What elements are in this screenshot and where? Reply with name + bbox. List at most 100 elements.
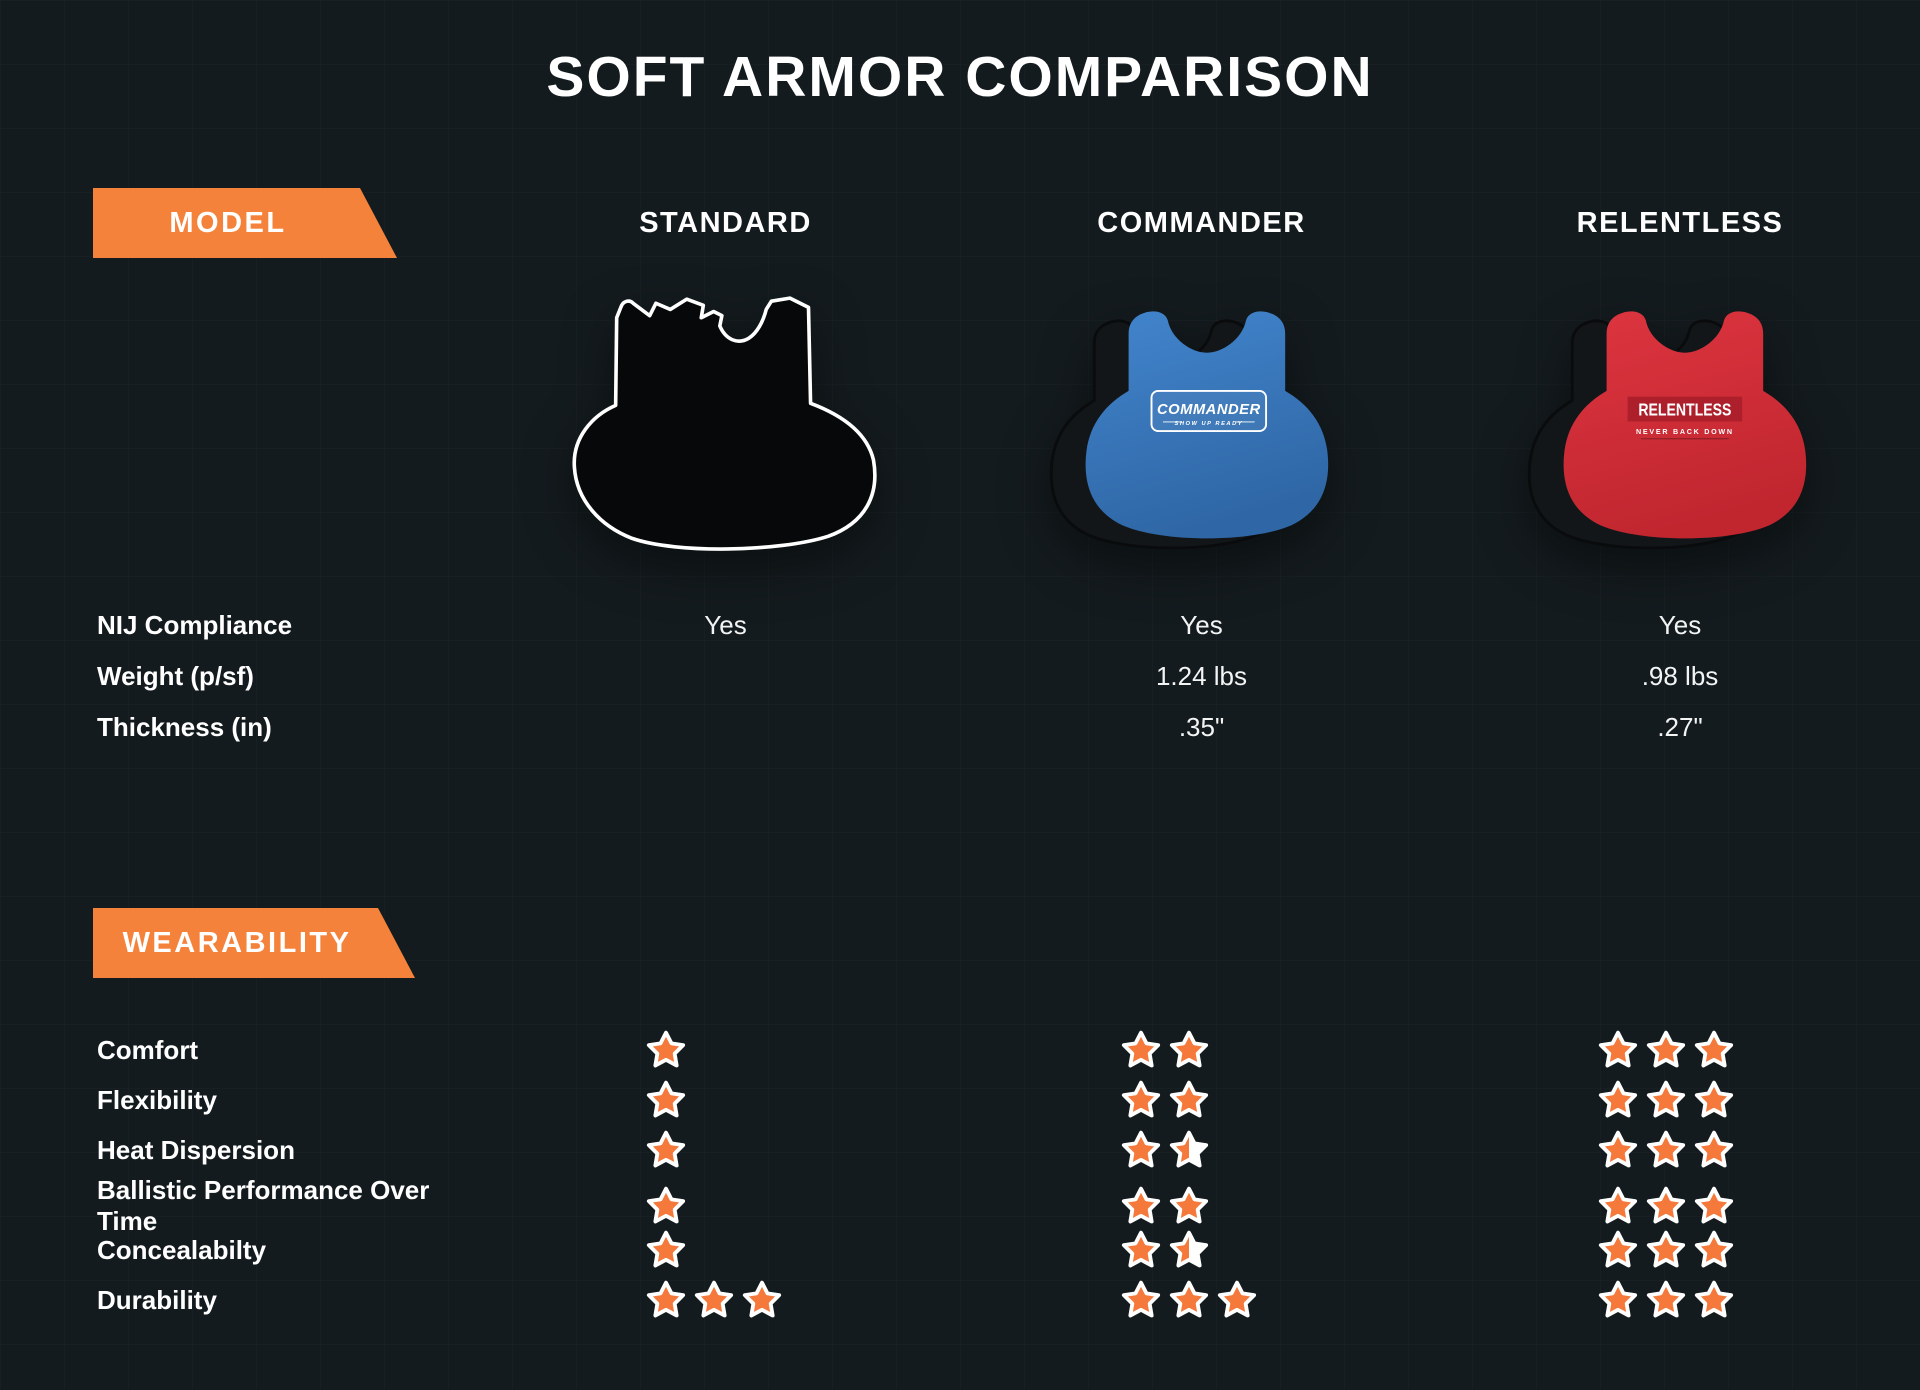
star-icon	[1121, 1030, 1161, 1068]
wear-label-flexibility: Flexibility	[97, 1084, 217, 1115]
star-rating-ballistic-relentless	[1440, 1181, 1920, 1231]
star-rating-heat-relentless	[1440, 1125, 1920, 1175]
commander-tagline-text: SHOW UP READY	[1174, 421, 1243, 427]
star-icon	[1694, 1030, 1734, 1068]
wear-label-ballistic: Ballistic Performance Over Time	[97, 1175, 430, 1236]
star-icon	[646, 1030, 686, 1068]
vest-commander-image: COMMANDER SHOW UP READY	[963, 258, 1440, 558]
vest-relentless-image: RELENTLESS NEVER BACK DOWN	[1440, 258, 1920, 558]
star-icon	[1646, 1080, 1686, 1118]
relentless-logo-plate: RELENTLESS NEVER BACK DOWN	[1627, 396, 1743, 440]
star-rating-flexibility-commander	[963, 1075, 1440, 1125]
star-icon	[1598, 1030, 1638, 1068]
model-badge-label: MODEL	[169, 206, 287, 239]
commander-logo-text: COMMANDER	[1156, 402, 1260, 418]
star-rating-conceal-standard	[488, 1225, 963, 1275]
wear-row-heat-dispersion: Heat Dispersion	[0, 1125, 1920, 1175]
star-icon	[1598, 1130, 1638, 1168]
wear-label-heat-dispersion: Heat Dispersion	[97, 1134, 295, 1165]
star-rating-heat-standard	[488, 1125, 963, 1175]
star-icon	[1646, 1130, 1686, 1168]
wear-label-concealability: Concealabilty	[97, 1234, 267, 1265]
spec-nij-commander: Yes	[1180, 610, 1223, 640]
spec-weight-commander: 1.24 lbs	[1155, 661, 1248, 691]
wear-row-comfort: Comfort	[0, 1025, 1920, 1075]
star-icon	[646, 1230, 686, 1268]
star-icon	[1121, 1080, 1161, 1118]
spec-weight-relentless: .98 lbs	[1641, 661, 1719, 691]
model-header-row: MODEL STANDARD COMMANDER RELENTLESS	[0, 188, 1920, 258]
wearability-table: Comfort Flexibility Heat Dispersion Ball…	[0, 1025, 1920, 1325]
star-icon	[1694, 1080, 1734, 1118]
star-rating-durability-relentless	[1440, 1275, 1920, 1325]
wear-label-comfort: Comfort	[97, 1034, 199, 1065]
star-rating-ballistic-standard	[488, 1181, 963, 1231]
star-icon	[694, 1280, 734, 1318]
star-rating-comfort-commander	[963, 1025, 1440, 1075]
spec-thickness-commander: .35"	[1178, 712, 1225, 742]
star-icon	[1169, 1230, 1209, 1268]
spec-row-weight: Weight (p/sf) 1.24 lbs .98 lbs	[0, 651, 1920, 702]
star-icon	[1169, 1186, 1209, 1224]
star-icon	[1217, 1280, 1257, 1318]
star-icon	[1169, 1130, 1209, 1168]
star-icon	[1694, 1186, 1734, 1224]
model-badge-cell: MODEL	[0, 188, 488, 258]
spec-row-nij: NIJ Compliance Yes Yes Yes	[0, 600, 1920, 651]
star-icon	[1121, 1186, 1161, 1224]
wear-row-durability: Durability	[0, 1275, 1920, 1325]
relentless-tagline-text: NEVER BACK DOWN	[1636, 428, 1734, 436]
star-icon	[1694, 1230, 1734, 1268]
star-icon	[646, 1186, 686, 1224]
star-icon	[742, 1280, 782, 1318]
star-rating-conceal-commander	[963, 1225, 1440, 1275]
star-rating-durability-commander	[963, 1275, 1440, 1325]
spec-label-thickness: Thickness (in)	[97, 712, 272, 742]
column-header-relentless: RELENTLESS	[1576, 206, 1784, 239]
column-header-commander: COMMANDER	[1097, 206, 1306, 239]
star-rating-flexibility-relentless	[1440, 1075, 1920, 1125]
wear-label-durability: Durability	[97, 1284, 217, 1315]
star-icon	[646, 1280, 686, 1318]
spec-label-nij: NIJ Compliance	[97, 610, 293, 640]
relentless-logo-text: RELENTLESS	[1638, 402, 1731, 421]
star-icon	[1646, 1280, 1686, 1318]
commander-vest-graphic: COMMANDER SHOW UP READY	[1049, 311, 1328, 550]
column-header-standard: STANDARD	[639, 206, 812, 239]
star-icon	[646, 1080, 686, 1118]
wear-row-ballistic: Ballistic Performance Over Time	[0, 1175, 1920, 1236]
star-icon	[1169, 1080, 1209, 1118]
standard-vest-graphic	[572, 296, 877, 551]
spec-nij-standard: Yes	[704, 610, 747, 640]
star-icon	[1646, 1186, 1686, 1224]
relentless-vest-graphic: RELENTLESS NEVER BACK DOWN	[1527, 311, 1807, 550]
star-rating-conceal-relentless	[1440, 1225, 1920, 1275]
star-icon	[1598, 1280, 1638, 1318]
star-icon	[1598, 1186, 1638, 1224]
star-icon	[1121, 1280, 1161, 1318]
star-rating-durability-standard	[488, 1275, 963, 1325]
wearability-header-row: WEARABILITY	[0, 908, 1920, 978]
spec-table: NIJ Compliance Yes Yes Yes Weight (p/sf)…	[0, 600, 1920, 753]
star-icon	[1694, 1130, 1734, 1168]
star-icon	[1694, 1280, 1734, 1318]
star-icon	[646, 1130, 686, 1168]
spec-nij-relentless: Yes	[1658, 610, 1702, 640]
star-icon	[1646, 1230, 1686, 1268]
star-icon	[1598, 1230, 1638, 1268]
spec-row-thickness: Thickness (in) .35" .27"	[0, 702, 1920, 753]
wear-row-concealability: Concealabilty	[0, 1225, 1920, 1275]
spec-thickness-relentless: .27"	[1657, 712, 1703, 742]
star-rating-heat-commander	[963, 1125, 1440, 1175]
spec-label-weight: Weight (p/sf)	[97, 661, 254, 691]
vest-image-row: COMMANDER SHOW UP READY REL	[0, 258, 1920, 558]
star-rating-ballistic-commander	[963, 1181, 1440, 1231]
star-icon	[1169, 1280, 1209, 1318]
commander-logo-plate: COMMANDER SHOW UP READY	[1150, 389, 1267, 432]
wearability-badge-cell: WEARABILITY	[0, 908, 488, 978]
star-icon	[1646, 1030, 1686, 1068]
wear-row-flexibility: Flexibility	[0, 1075, 1920, 1125]
star-icon	[1121, 1130, 1161, 1168]
vest-standard-image	[488, 258, 963, 558]
